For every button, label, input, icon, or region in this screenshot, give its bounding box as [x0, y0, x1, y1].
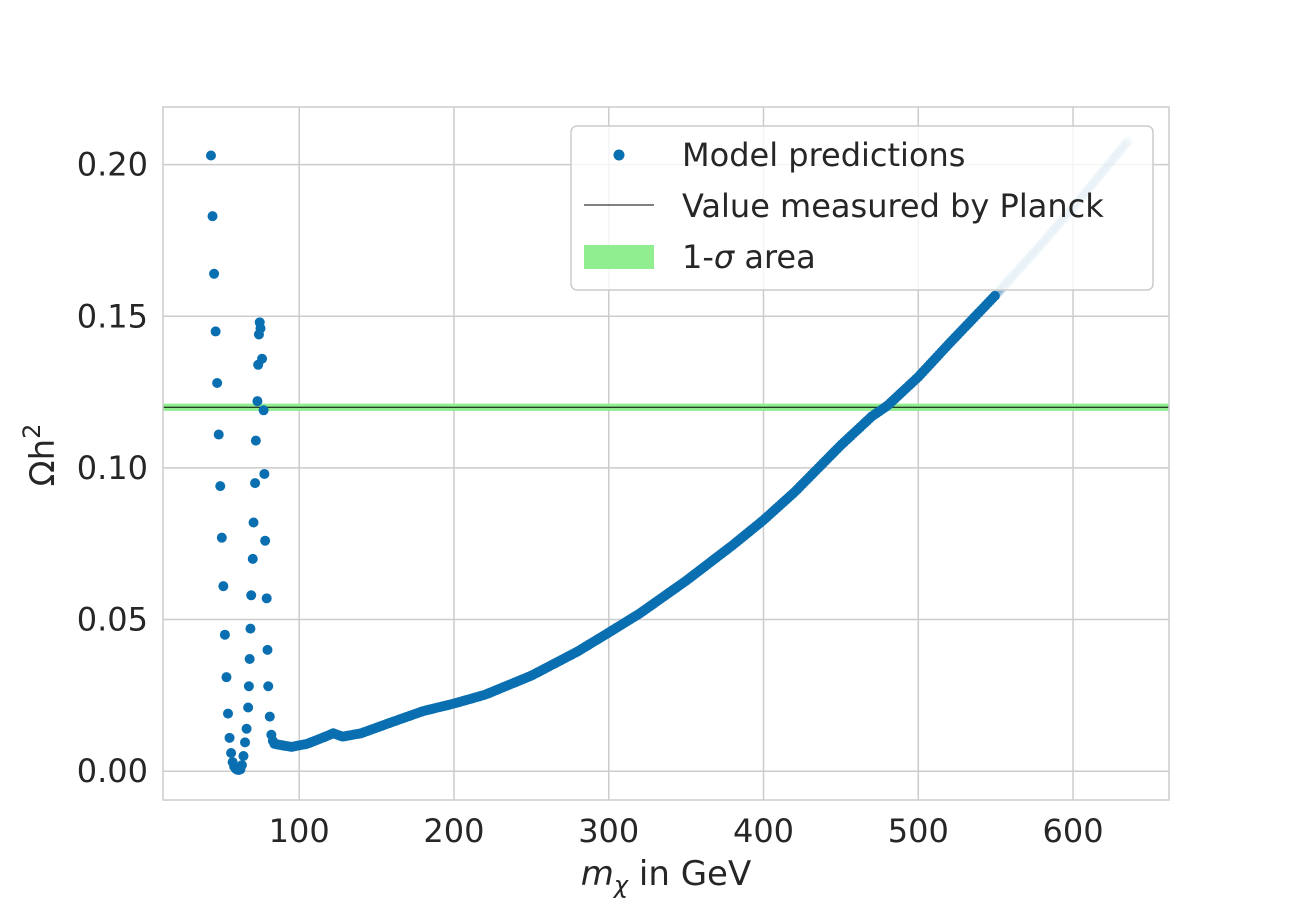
legend-box — [570, 125, 1154, 291]
x-axis-label-rest: in GeV — [628, 854, 751, 894]
y-axis-label-main: Ωh — [23, 439, 63, 487]
data-point-24 — [243, 702, 254, 713]
y-tick-label-4: 0.20 — [77, 146, 148, 184]
y-tick-labels: 0.00 0.05 0.10 0.15 0.20 — [77, 146, 148, 791]
data-point-11 — [223, 708, 234, 719]
data-point-20 — [236, 760, 247, 771]
data-point-10 — [221, 672, 232, 683]
y-axis-label-superscript: 2 — [18, 424, 46, 439]
plot-frame — [162, 106, 1170, 801]
model-prediction-points — [205, 136, 1133, 775]
x-axis-label-subscript: χ — [612, 871, 629, 899]
sigma-band-layer — [163, 403, 1169, 411]
x-axis-label-main: m — [581, 854, 614, 894]
data-point-9 — [219, 629, 230, 640]
legend-sigma-suffix: area — [734, 238, 816, 276]
data-point-42 — [261, 593, 272, 604]
data-point-33 — [252, 396, 263, 407]
curve-point-310 — [992, 288, 1003, 299]
data-point-43 — [262, 644, 273, 655]
data-point-0 — [205, 150, 216, 161]
y-axis-label: Ωh2 — [18, 424, 63, 487]
data-point-13 — [226, 747, 237, 758]
curve-point-309 — [989, 290, 1000, 301]
data-point-26 — [244, 653, 255, 664]
data-point-6 — [215, 481, 226, 492]
y-tick-label-0: 0.00 — [77, 752, 148, 790]
x-tick-label-2: 300 — [578, 812, 639, 850]
y-tick-label-2: 0.10 — [77, 449, 148, 487]
data-point-41 — [260, 535, 271, 546]
x-tick-label-4: 500 — [888, 812, 949, 850]
legend-label-sigma-area: 1-σ area — [682, 238, 816, 276]
legend-patch-sigma-area — [584, 245, 654, 269]
x-tick-label-0: 100 — [269, 812, 330, 850]
data-point-8 — [218, 581, 229, 592]
plot-border — [162, 106, 1170, 801]
data-point-7 — [216, 532, 227, 543]
data-point-3 — [210, 326, 221, 337]
data-point-38 — [257, 353, 268, 364]
legend-sigma-symbol: σ — [714, 238, 736, 276]
x-tick-label-1: 200 — [423, 812, 484, 850]
data-point-27 — [245, 623, 256, 634]
data-point-39 — [258, 405, 269, 416]
x-axis-label: mχ in GeV — [581, 854, 751, 899]
legend: Model predictions Value measured by Plan… — [570, 125, 1154, 291]
data-point-32 — [250, 435, 261, 446]
x-tick-labels: 100 200 300 400 500 600 — [269, 812, 1104, 850]
data-point-45 — [264, 711, 275, 722]
data-point-21 — [238, 751, 249, 762]
data-point-23 — [241, 723, 252, 734]
data-point-30 — [248, 517, 259, 528]
data-point-5 — [213, 429, 224, 440]
y-tick-label-1: 0.05 — [77, 601, 148, 639]
data-point-28 — [246, 590, 257, 601]
legend-label-planck: Value measured by Planck — [682, 187, 1104, 225]
data-point-44 — [263, 681, 274, 692]
data-point-25 — [243, 681, 254, 692]
data-point-2 — [209, 268, 220, 279]
x-tick-label-5: 600 — [1043, 812, 1104, 850]
legend-sigma-prefix: 1- — [682, 238, 714, 276]
data-point-1 — [207, 211, 218, 222]
data-point-29 — [247, 553, 258, 564]
y-tick-label-3: 0.15 — [77, 297, 148, 335]
data-point-22 — [240, 737, 251, 748]
data-point-4 — [212, 377, 223, 388]
x-tick-label-3: 400 — [733, 812, 794, 850]
legend-label-model-predictions: Model predictions — [682, 136, 965, 174]
data-point-37 — [255, 323, 266, 334]
data-point-40 — [259, 468, 270, 479]
data-point-12 — [224, 732, 235, 743]
data-point-31 — [250, 478, 261, 489]
legend-marker-model-predictions — [613, 149, 625, 161]
